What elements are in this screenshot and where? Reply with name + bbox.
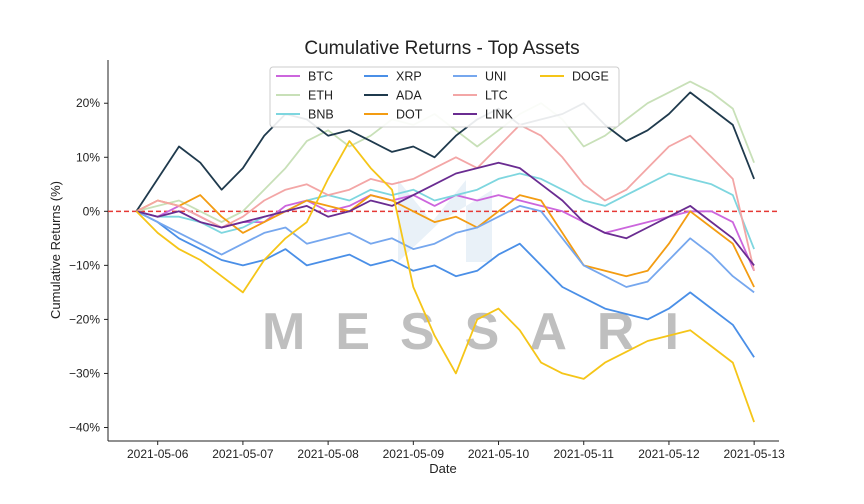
series-line-doge xyxy=(135,140,755,423)
legend-label-btc: BTC xyxy=(308,70,333,84)
legend-label-bnb: BNB xyxy=(308,108,334,122)
axes xyxy=(107,60,779,442)
x-tick-label: 2021-05-08 xyxy=(297,447,359,461)
legend-box xyxy=(269,66,620,128)
x-tick-label: 2021-05-11 xyxy=(553,447,614,461)
x-axis-label: Date xyxy=(429,461,456,476)
series-line-xrp xyxy=(135,210,755,358)
legend-label-uni: UNI xyxy=(485,70,507,84)
legend-label-doge: DOGE xyxy=(572,70,609,84)
x-ticks: 2021-05-06 2021-05-07 2021-05-08 2021-05-09… xyxy=(127,441,785,461)
y-tick-label: −40% xyxy=(69,420,100,434)
series-line-dot xyxy=(135,194,755,288)
y-tick-label: 0% xyxy=(83,204,101,218)
watermark-text: MESSARI xyxy=(262,303,709,361)
y-tick-label: 10% xyxy=(76,150,100,164)
x-tick-label: 2021-05-10 xyxy=(468,447,530,461)
legend-label-ada: ADA xyxy=(396,89,422,103)
legend-label-link: LINK xyxy=(485,108,513,122)
chart-title: Cumulative Returns - Top Assets xyxy=(304,38,579,59)
series-line-link xyxy=(136,161,755,266)
x-tick-label: 2021-05-12 xyxy=(638,447,700,461)
series-line-bnb xyxy=(136,172,755,250)
series-line-ada xyxy=(135,91,755,212)
y-tick-label: −30% xyxy=(69,366,100,380)
legend: BTC ETH BNB XRP ADA DOT UNI LTC LINK DOGE xyxy=(269,66,620,128)
y-tick-label: 20% xyxy=(76,96,100,110)
y-tick-label: −10% xyxy=(69,258,100,272)
messari-logo-mark xyxy=(398,180,492,262)
messari-watermark: MESSARI xyxy=(262,180,709,361)
x-tick-label: 2021-05-07 xyxy=(212,447,274,461)
x-tick-label: 2021-05-06 xyxy=(127,447,189,461)
y-axis-label: Cumulative Returns (%) xyxy=(48,181,63,319)
y-ticks: 20% 10% 0% −10% −20% −30% −40% xyxy=(69,96,108,434)
legend-label-ltc: LTC xyxy=(485,89,508,103)
legend-label-xrp: XRP xyxy=(396,70,422,84)
series-lines xyxy=(135,80,755,423)
legend-label-eth: ETH xyxy=(308,89,333,103)
legend-label-dot: DOT xyxy=(396,108,423,122)
x-tick-label: 2021-05-09 xyxy=(383,447,445,461)
series-line-ltc xyxy=(135,124,755,272)
y-tick-label: −20% xyxy=(69,312,100,326)
series-line-uni xyxy=(135,204,755,294)
x-tick-label: 2021-05-13 xyxy=(723,447,785,461)
